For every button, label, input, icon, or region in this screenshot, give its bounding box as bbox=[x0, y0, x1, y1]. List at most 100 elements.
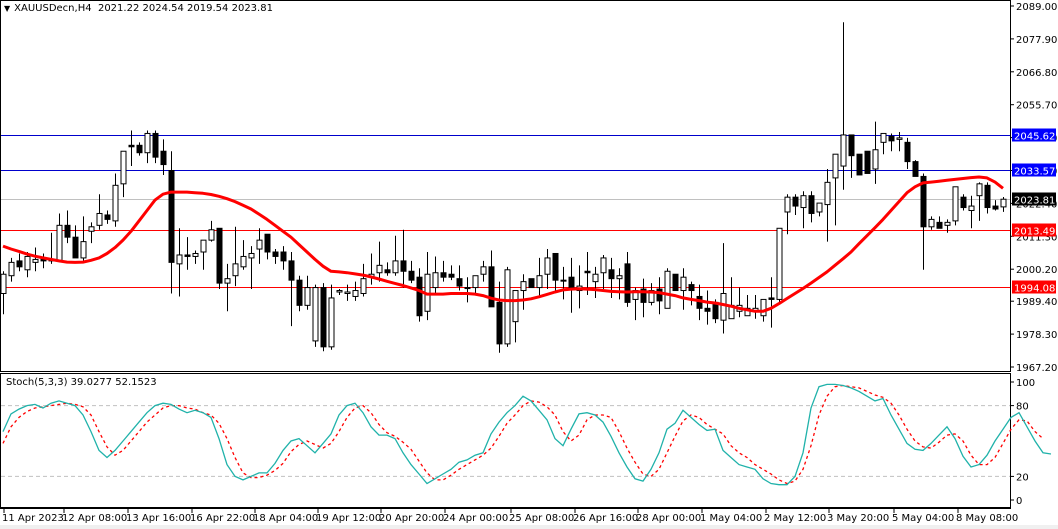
bullish-candle bbox=[56, 224, 63, 262]
ma-polyline bbox=[2, 175, 1004, 313]
bearish-candle bbox=[528, 278, 535, 289]
bearish-candle bbox=[448, 273, 455, 278]
bullish-candle bbox=[144, 132, 151, 154]
bullish-candle bbox=[896, 137, 903, 140]
bullish-candle bbox=[872, 149, 879, 170]
bullish-candle bbox=[512, 290, 519, 323]
time-tick-label: 20 Apr 20:00 bbox=[379, 513, 444, 524]
bullish-candle bbox=[304, 287, 311, 306]
bullish-candle bbox=[360, 278, 367, 294]
bullish-candle bbox=[24, 255, 31, 271]
price-level-badge bbox=[1012, 192, 1056, 206]
bearish-candle bbox=[992, 205, 999, 210]
time-tick-label: 24 Apr 00:00 bbox=[443, 513, 508, 524]
bearish-candle bbox=[440, 272, 447, 278]
bearish-candle bbox=[16, 260, 23, 268]
bearish-candle bbox=[128, 144, 135, 148]
moving-average-line bbox=[2, 175, 1004, 313]
bearish-candle bbox=[904, 141, 911, 163]
bullish-candle bbox=[336, 290, 343, 293]
bullish-candle bbox=[208, 229, 215, 241]
bullish-candle bbox=[240, 255, 247, 268]
stoch-label: Stoch(5,3,3) bbox=[6, 377, 68, 388]
time-tick-label: 19 Apr 12:00 bbox=[316, 513, 381, 524]
bearish-candle bbox=[320, 287, 327, 348]
stoch-tick-label: 100 bbox=[1016, 378, 1035, 389]
bearish-candle bbox=[792, 196, 799, 207]
bullish-candle bbox=[544, 257, 551, 275]
bearish-candle bbox=[408, 270, 415, 281]
bearish-candle bbox=[496, 301, 503, 345]
price-axis[interactable]: 2089.002077.902066.802055.702044.602033.… bbox=[1010, 2, 1057, 374]
bullish-candle bbox=[200, 239, 207, 253]
price-tick-label: 2055.70 bbox=[1016, 101, 1057, 112]
bearish-candle bbox=[264, 233, 271, 253]
bullish-candle bbox=[976, 183, 983, 197]
bearish-candle bbox=[608, 269, 615, 280]
price-tick-label: 2000.20 bbox=[1016, 265, 1057, 276]
dropdown-triangle-icon[interactable]: ▼ bbox=[4, 4, 11, 13]
time-tick-label: 2 May 12:00 bbox=[764, 513, 826, 524]
bearish-candle bbox=[640, 288, 647, 303]
price-tick-label: 2066.80 bbox=[1016, 68, 1057, 79]
bullish-candle bbox=[944, 221, 951, 226]
bearish-candle bbox=[704, 307, 711, 312]
bullish-candle bbox=[520, 281, 527, 292]
bearish-candle bbox=[152, 132, 159, 158]
bullish-candle bbox=[840, 134, 847, 167]
stochastic-title: Stoch(5,3,3) 39.0277 52.1523 bbox=[6, 377, 157, 388]
bearish-candle bbox=[688, 284, 695, 292]
bearish-candle bbox=[568, 276, 575, 290]
bearish-candle bbox=[288, 260, 295, 281]
bearish-candle bbox=[848, 134, 855, 157]
bullish-candle bbox=[928, 218, 935, 228]
bullish-candle bbox=[616, 275, 623, 280]
bullish-candle bbox=[248, 252, 255, 259]
stoch-tick-label: 0 bbox=[1016, 496, 1022, 507]
bearish-candle bbox=[296, 279, 303, 306]
bullish-candle bbox=[432, 272, 439, 289]
symbol-label: XAUUSDecn,H4 bbox=[14, 3, 92, 14]
time-tick-label: 26 Apr 16:00 bbox=[573, 513, 638, 524]
bullish-candle bbox=[120, 150, 127, 185]
bearish-candle bbox=[488, 266, 495, 308]
price-level-badge-label: 2013.49 bbox=[1014, 227, 1055, 238]
bullish-candle bbox=[480, 266, 487, 275]
main-price-panel[interactable] bbox=[0, 0, 1011, 372]
bearish-candle bbox=[456, 278, 463, 287]
bearish-candle bbox=[400, 260, 407, 272]
bullish-candle bbox=[472, 275, 479, 289]
bearish-candle bbox=[384, 269, 391, 274]
bullish-candle bbox=[96, 212, 103, 226]
bullish-candle bbox=[744, 307, 751, 317]
bearish-candle bbox=[960, 196, 967, 209]
ohlc-open: 2021.22 bbox=[97, 3, 140, 14]
bullish-candle bbox=[32, 258, 39, 263]
price-tick-label: 2011.30 bbox=[1016, 232, 1057, 243]
time-tick-label: 25 Apr 08:00 bbox=[509, 513, 574, 524]
price-level-badge-label: 1994.08 bbox=[1014, 284, 1055, 295]
ohlc-close: 2023.81 bbox=[231, 3, 273, 14]
bearish-candle bbox=[216, 227, 223, 284]
bearish-candle bbox=[808, 195, 815, 214]
bullish-candle bbox=[112, 184, 119, 222]
stoch-signal-value: 52.1523 bbox=[115, 377, 157, 388]
stoch-signal-line bbox=[2, 384, 1044, 485]
stochastic-panel[interactable]: 100 80 20 0 bbox=[0, 373, 1052, 508]
bearish-candle bbox=[280, 251, 287, 262]
bullish-candle bbox=[312, 287, 319, 342]
bullish-candle bbox=[504, 269, 511, 345]
price-level-badge bbox=[1012, 223, 1056, 237]
bullish-candle bbox=[824, 181, 831, 206]
bearish-candle bbox=[64, 224, 71, 238]
time-tick-label: 13 Apr 16:00 bbox=[126, 513, 191, 524]
main-panel-border bbox=[0, 0, 1011, 372]
time-tick-label: 18 Apr 04:00 bbox=[253, 513, 318, 524]
bullish-candle bbox=[176, 254, 183, 265]
time-tick-label: 3 May 20:00 bbox=[827, 513, 889, 524]
bearish-candle bbox=[912, 161, 919, 177]
bullish-candle bbox=[88, 226, 95, 232]
bullish-candle bbox=[8, 261, 15, 277]
